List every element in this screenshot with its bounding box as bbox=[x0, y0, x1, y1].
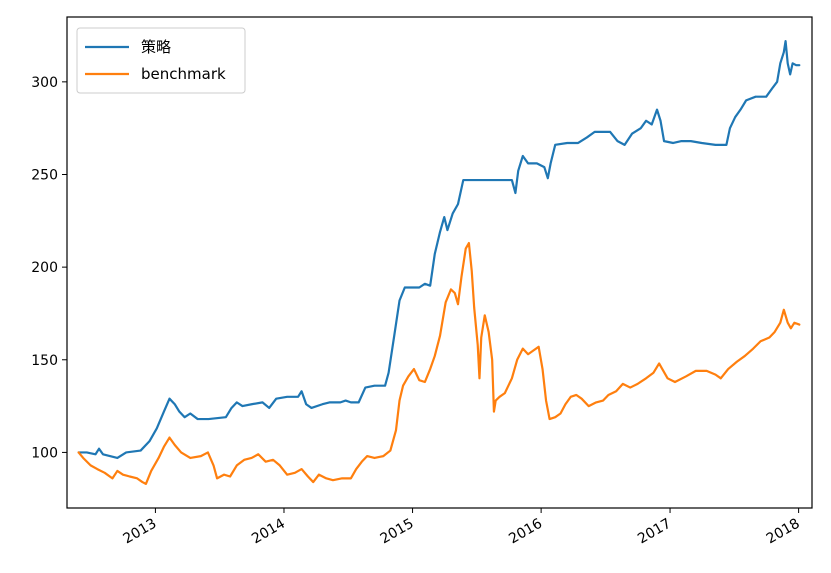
series-line-strategy bbox=[77, 39, 801, 460]
legend-box bbox=[76, 27, 246, 94]
y-tick-label: 150 bbox=[31, 353, 58, 369]
x-axis: 2013 2014 2015 2016 2017 2018 bbox=[121, 508, 803, 547]
x-tick-label: 2017 bbox=[635, 516, 674, 548]
plot-frame bbox=[66, 16, 813, 509]
y-axis: 100 150 200 250 300 bbox=[31, 75, 67, 461]
x-tick-label: 2018 bbox=[764, 516, 803, 548]
y-tick-label: 300 bbox=[31, 75, 58, 91]
plot-background bbox=[67, 17, 812, 508]
legend-label-strategy: 策略 bbox=[141, 38, 171, 56]
x-tick-label: 2014 bbox=[249, 516, 288, 548]
x-tick-label: 2015 bbox=[378, 516, 417, 548]
legend: 策略 benchmark bbox=[76, 27, 246, 94]
y-tick-label: 250 bbox=[31, 167, 58, 183]
y-tick-label: 200 bbox=[31, 260, 58, 276]
x-tick-label: 2013 bbox=[121, 516, 160, 548]
x-tick-label: 2016 bbox=[506, 516, 545, 548]
series-layer bbox=[77, 39, 801, 486]
series-line-benchmark bbox=[77, 241, 801, 486]
legend-label-benchmark: benchmark bbox=[141, 65, 226, 83]
y-tick-label: 100 bbox=[31, 445, 58, 461]
